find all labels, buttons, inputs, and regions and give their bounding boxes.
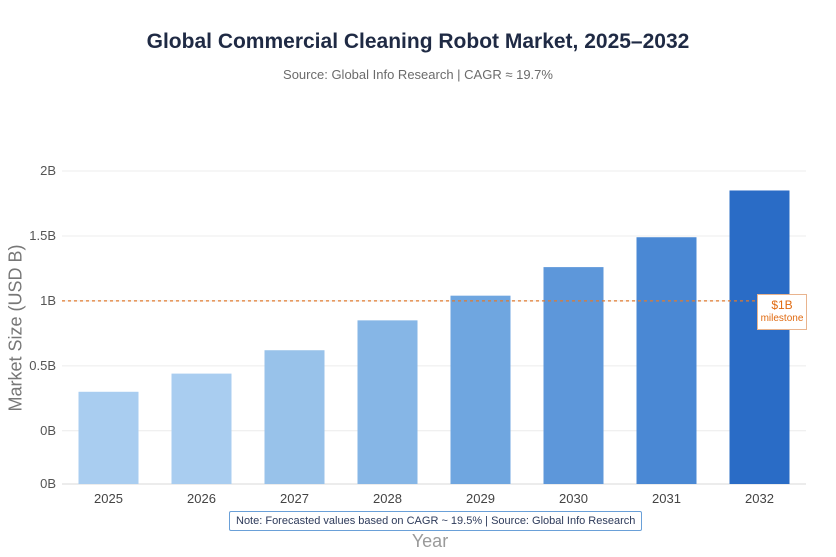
footnote-box: Note: Forecasted values based on CAGR ~ … (229, 511, 643, 531)
x-tick-label: 2028 (373, 491, 402, 506)
y-tick-label: 2B (40, 163, 56, 178)
y-tick-label: 1B (40, 293, 56, 308)
x-axis-ticks: 2025 2026 2027 2028 2029 2030 2031 2032 (94, 491, 774, 506)
bar-2028 (357, 320, 418, 484)
x-tick-label: 2029 (466, 491, 495, 506)
y-tick-label: 0B (40, 423, 56, 438)
chart-title: Global Commercial Cleaning Robot Market,… (146, 30, 690, 53)
bar-2027 (264, 350, 325, 484)
x-tick-label: 2025 (94, 491, 123, 506)
y-axis-ticks: 2B 1.5B 1B 0.5B 0B 0B (29, 163, 56, 491)
milestone-text: milestone (760, 313, 804, 324)
milestone-label: $1B milestone (757, 294, 807, 330)
x-tick-label: 2032 (745, 491, 774, 506)
milestone-value: $1B (771, 298, 793, 312)
y-axis-label: Market Size (USD B) (5, 244, 26, 412)
y-tick-label: 0.5B (29, 358, 56, 373)
bar-2025 (78, 391, 139, 484)
bar-2031 (636, 237, 697, 484)
x-tick-label: 2030 (559, 491, 588, 506)
y-tick-label: 0B (40, 476, 56, 491)
y-tick-label: 1.5B (29, 228, 56, 243)
x-tick-label: 2026 (187, 491, 216, 506)
bar-2029 (450, 295, 511, 484)
x-tick-label: 2031 (652, 491, 681, 506)
bar-2032 (729, 190, 790, 484)
bar-2030 (543, 267, 604, 484)
bar-2026 (171, 373, 232, 484)
x-tick-label: 2027 (280, 491, 309, 506)
bars (78, 190, 790, 484)
x-axis-label: Year (411, 531, 449, 551)
chart-subtitle: Source: Global Info Research | CAGR ≈ 19… (283, 67, 553, 82)
